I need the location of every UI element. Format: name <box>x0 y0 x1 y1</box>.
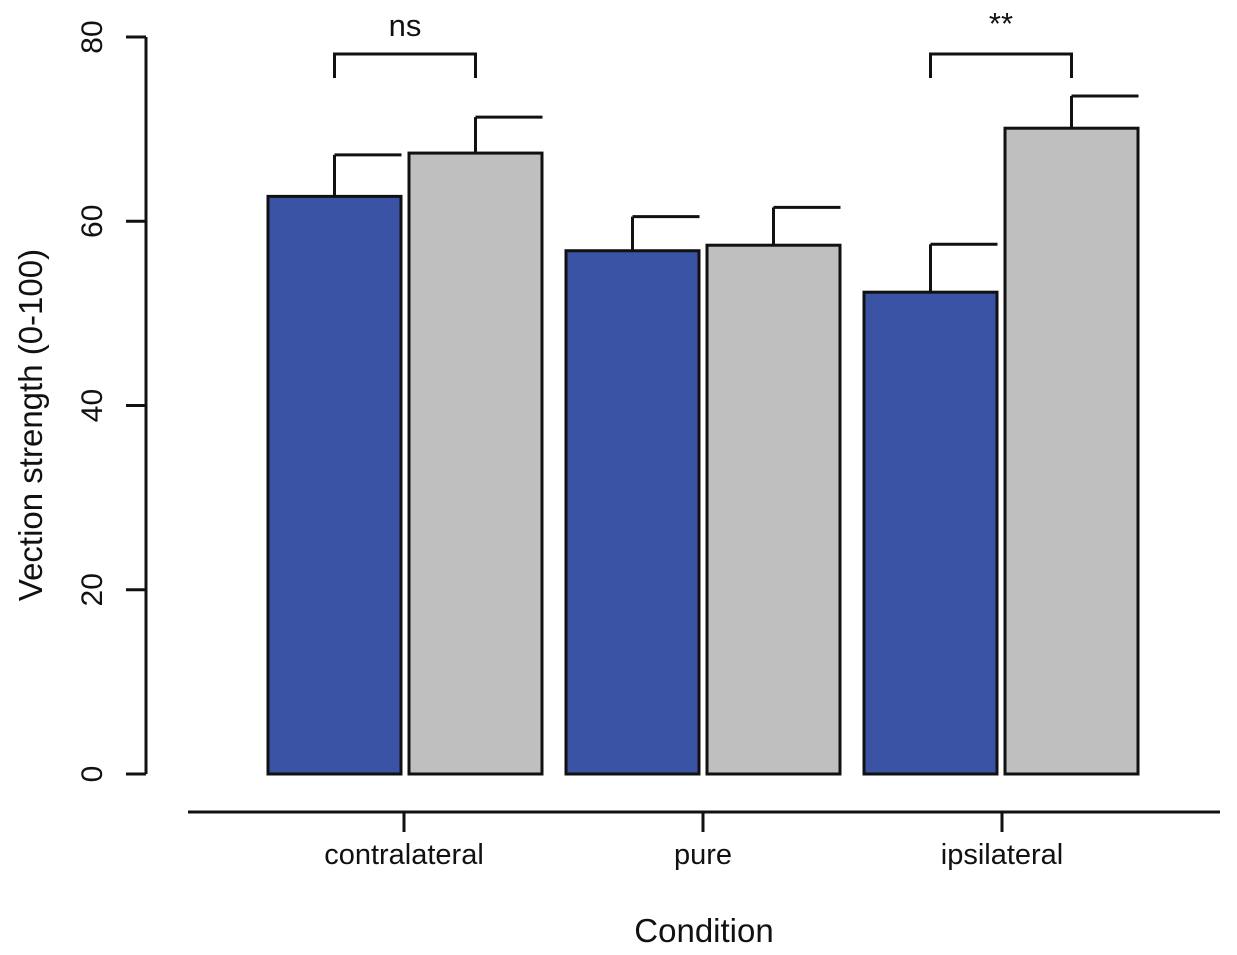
x-axis: contralateral pure ipsilateral <box>188 810 1220 871</box>
bar-contralateral-series-1 <box>266 194 403 776</box>
y-tick-label: 40 <box>76 389 109 422</box>
significance-bracket <box>929 52 1073 78</box>
y-tick-label: 80 <box>76 20 109 53</box>
significance-bracket <box>333 52 477 78</box>
bar-pure-series-1 <box>564 249 701 776</box>
y-tick-label: 60 <box>76 205 109 238</box>
bars-group <box>266 126 1140 776</box>
bar-contralateral-series-2 <box>407 151 544 776</box>
x-axis-title: Condition <box>634 912 773 949</box>
y-axis: 0 20 40 60 80 <box>76 20 148 783</box>
significance-group: ns ** <box>333 6 1073 78</box>
bar-ipsilateral-series-1 <box>862 290 999 776</box>
x-tick-label: pure <box>674 839 732 871</box>
significance-label: ** <box>989 6 1013 41</box>
x-tick-label: contralateral <box>324 839 484 871</box>
error-bars-group <box>333 94 1139 293</box>
significance-label: ns <box>389 8 422 43</box>
y-tick-label: 0 <box>76 766 109 783</box>
y-axis-title: Vection strength (0-100) <box>12 249 49 601</box>
x-tick-label: ipsilateral <box>941 839 1064 871</box>
y-tick-label: 20 <box>76 573 109 606</box>
bar-pure-series-2 <box>705 243 842 776</box>
bar-ipsilateral-series-2 <box>1003 126 1140 776</box>
